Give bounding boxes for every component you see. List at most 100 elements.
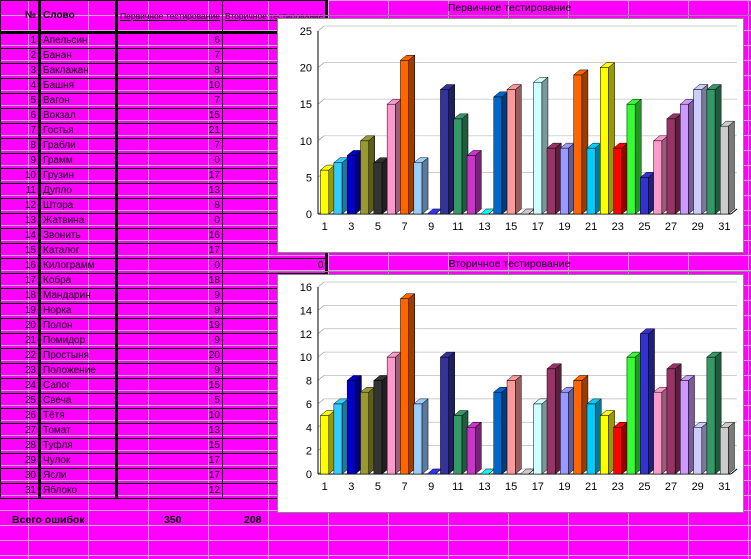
x-tick-label: 21: [585, 221, 597, 233]
row-primary: 9: [116, 333, 223, 349]
row-number: 13: [0, 213, 41, 229]
bar-front: [373, 162, 383, 215]
bar-front: [626, 356, 636, 475]
row-word: Кобра: [39, 273, 118, 289]
row-primary: 8: [116, 198, 223, 214]
row-primary: 7: [116, 93, 223, 109]
bar-front: [453, 415, 463, 475]
chart-2-frame: 0 2 4 6 8 10 12 14 16 1 3 5 7 9 11 13 15 17 19 21 23 25 27 29 31: [277, 274, 744, 513]
table-row: 5Вагон78: [0, 93, 329, 109]
bar: [533, 398, 549, 475]
bar-top: [479, 468, 496, 475]
row-number: 30: [0, 468, 41, 484]
floor-edge: [730, 468, 738, 475]
row-number: 1: [0, 32, 41, 49]
bar-front: [546, 147, 556, 215]
row-number: 16: [0, 258, 41, 274]
bar: [546, 142, 562, 215]
row-primary: 18: [116, 273, 223, 289]
row-word: Грузин: [39, 168, 118, 184]
y-tick-label: 2: [306, 446, 312, 458]
bar: [359, 386, 376, 475]
bar-front: [586, 147, 596, 215]
row-word: Баклажан: [39, 63, 118, 79]
row-primary: 5: [116, 393, 223, 409]
bar: [546, 363, 562, 475]
bar: [493, 91, 509, 215]
bar-front: [719, 427, 729, 475]
bar: [533, 76, 549, 215]
row-number: 6: [0, 108, 41, 124]
x-tick-label: 23: [612, 221, 624, 233]
header-no: №: [0, 0, 41, 34]
bar: [559, 142, 576, 215]
row-word: Каталог: [39, 243, 118, 259]
x-tick-label: 29: [692, 221, 704, 233]
row-word: Помидор: [39, 333, 118, 349]
bar: [719, 421, 736, 475]
bar: [506, 374, 522, 475]
grid-diag: [317, 281, 325, 288]
bar-front: [533, 81, 543, 215]
bar: [426, 208, 443, 215]
x-tick-label: 3: [348, 481, 354, 493]
bar-front: [679, 380, 689, 475]
bar-front: [666, 118, 676, 215]
grid-diag: [317, 398, 325, 405]
row-number: 20: [0, 318, 41, 334]
row-number: 10: [0, 168, 41, 184]
bar-front: [600, 67, 609, 215]
row-primary: 9: [116, 303, 223, 319]
bar-front: [653, 140, 663, 215]
bar: [652, 386, 669, 475]
bar: [466, 149, 483, 215]
row-number: 31: [0, 483, 41, 499]
bar: [333, 398, 349, 475]
bar: [626, 351, 642, 475]
bar: [399, 293, 416, 475]
bar: [666, 363, 682, 475]
bar-top: [519, 208, 536, 215]
y-tick-label: 20: [300, 63, 312, 75]
y-tick-label: 14: [300, 305, 312, 317]
row-number: 11: [0, 183, 41, 199]
row-number: 29: [0, 453, 41, 469]
row-primary: 7: [116, 48, 223, 64]
bar-side: [728, 120, 735, 215]
bar: [612, 142, 629, 215]
y-tick-label: 8: [306, 376, 312, 388]
bar: [706, 351, 722, 475]
bar: [519, 468, 536, 475]
bar-front: [573, 380, 583, 475]
row-number: 18: [0, 288, 41, 304]
bar: [479, 468, 496, 475]
bar-front: [493, 96, 503, 215]
x-tick-label: 17: [532, 481, 544, 493]
x-tick-label: 25: [638, 221, 650, 233]
bar-side: [421, 398, 429, 475]
bar-side: [475, 149, 482, 215]
bar-front: [400, 60, 409, 215]
bar: [413, 157, 429, 215]
bar-side: [515, 374, 522, 475]
bar-front: [466, 155, 476, 215]
row-word: Звонить: [39, 228, 118, 244]
row-number: 27: [0, 423, 41, 439]
row-primary: 21: [116, 123, 223, 139]
bar-side: [475, 421, 482, 475]
bar-front: [440, 89, 449, 215]
y-tick-label: 12: [300, 329, 312, 341]
row-primary: 10: [116, 78, 223, 94]
bar: [639, 328, 656, 475]
x-tick-label: 13: [478, 481, 490, 493]
header-word: Слово: [39, 0, 118, 34]
table-row: 2Банан76: [0, 48, 329, 64]
bar-front: [320, 415, 330, 475]
bar-front: [613, 427, 623, 475]
row-primary: 7: [116, 138, 223, 154]
bar-front: [613, 147, 623, 215]
x-tick-label: 1: [322, 221, 328, 233]
row-word: Чулок: [39, 453, 118, 469]
total-errors-primary: 350: [164, 514, 182, 526]
